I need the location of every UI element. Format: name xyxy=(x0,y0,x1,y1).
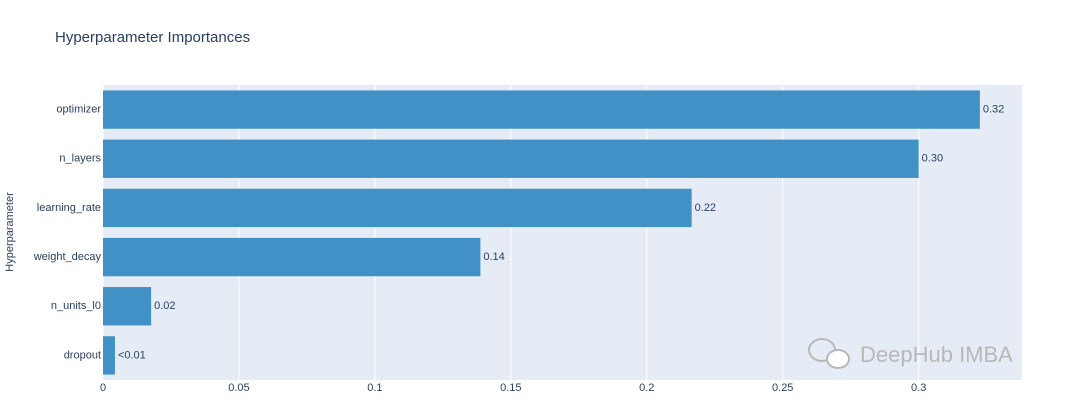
chart-title: Hyperparameter Importances xyxy=(55,29,250,46)
x-tick-label: 0.15 xyxy=(500,382,521,394)
value-label: 0.30 xyxy=(922,153,943,165)
x-tick-label: 0.1 xyxy=(367,382,382,394)
bar xyxy=(103,336,115,375)
value-label: 0.02 xyxy=(154,300,175,312)
y-tick-label: n_layers xyxy=(59,153,101,165)
y-axis-title: Hyperparameter xyxy=(4,192,16,272)
y-tick-label: optimizer xyxy=(56,103,101,115)
x-tick-label: 0.05 xyxy=(228,382,249,394)
watermark: DeepHub IMBA xyxy=(860,342,1013,367)
bar xyxy=(103,188,692,228)
value-label: 0.22 xyxy=(695,202,716,214)
y-tick-label: weight_decay xyxy=(33,251,102,263)
value-label: 0.32 xyxy=(983,103,1004,115)
value-label: 0.14 xyxy=(483,251,504,263)
y-tick-label: dropout xyxy=(64,349,101,361)
x-tick-label: 0 xyxy=(100,382,106,394)
value-label: <0.01 xyxy=(118,349,146,361)
x-tick-label: 0.25 xyxy=(772,382,793,394)
bar xyxy=(103,139,919,178)
plot-area xyxy=(103,85,1022,380)
bar xyxy=(103,287,152,326)
bar xyxy=(103,90,980,129)
x-tick-label: 0.3 xyxy=(911,382,926,394)
watermark-icon xyxy=(808,338,850,369)
x-tick-label: 0.2 xyxy=(639,382,654,394)
bar xyxy=(103,237,481,277)
y-tick-label: learning_rate xyxy=(37,202,101,214)
y-tick-label: n_units_l0 xyxy=(51,300,101,312)
